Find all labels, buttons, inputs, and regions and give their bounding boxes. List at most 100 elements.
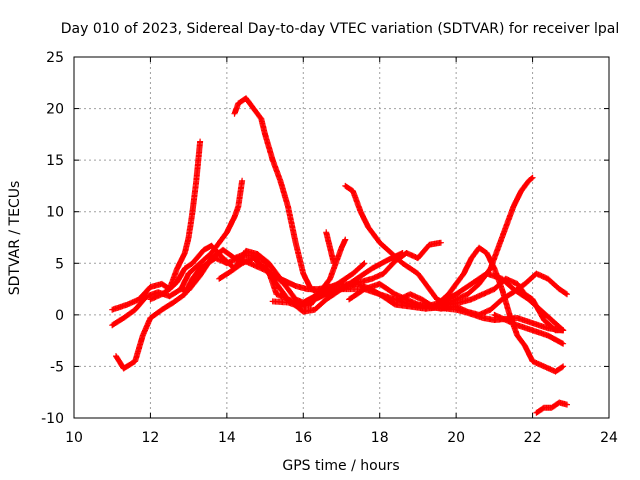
data-point (183, 267, 186, 270)
data-point (489, 308, 492, 311)
data-point (546, 277, 549, 280)
data-point (340, 288, 343, 291)
data-point (294, 241, 297, 244)
data-point (306, 288, 309, 291)
data-point (137, 298, 140, 301)
data-point (344, 277, 347, 280)
data-point (371, 277, 374, 280)
series-arc-14 (491, 311, 567, 347)
data-point (122, 367, 125, 370)
data-point (397, 298, 400, 301)
data-point (294, 284, 297, 287)
data-point (554, 370, 557, 373)
data-point (531, 360, 534, 363)
data-point (531, 176, 534, 179)
data-point (115, 355, 118, 358)
data-point (504, 226, 507, 229)
data-point (470, 257, 473, 260)
data-point (355, 277, 358, 280)
data-point (378, 293, 381, 296)
data-point (493, 267, 496, 270)
data-point (126, 303, 129, 306)
data-point (436, 298, 439, 301)
data-point (363, 262, 366, 265)
x-tick-label: 20 (447, 430, 465, 446)
data-point (565, 293, 568, 296)
data-point (493, 313, 496, 316)
data-point (199, 140, 202, 143)
data-point (325, 231, 328, 234)
y-tick-label: 0 (55, 308, 64, 324)
data-point (416, 272, 419, 275)
data-point (447, 293, 450, 296)
data-point (478, 282, 481, 285)
data-point (122, 316, 125, 319)
data-point (222, 248, 225, 251)
data-point (191, 210, 194, 213)
data-point (271, 159, 274, 162)
data-point (225, 231, 228, 234)
data-point (458, 301, 461, 304)
data-point (390, 251, 393, 254)
data-point (516, 316, 519, 319)
x-tick-label: 24 (600, 430, 618, 446)
data-point (371, 267, 374, 270)
data-point (180, 288, 182, 291)
data-point (160, 293, 163, 296)
data-point (439, 241, 442, 244)
data-point (543, 319, 546, 322)
data-point (183, 251, 186, 254)
x-tick-label: 16 (294, 430, 312, 446)
data-point (420, 298, 423, 301)
data-point (550, 319, 553, 322)
data-point (504, 277, 507, 280)
series-arc-10 (342, 182, 567, 334)
data-point (367, 226, 370, 229)
data-point (302, 310, 305, 313)
data-point (428, 243, 431, 246)
x-tick-label: 12 (142, 430, 160, 446)
series-arc-15 (533, 399, 570, 416)
data-point (382, 272, 385, 275)
data-point (210, 244, 213, 247)
data-point (351, 272, 354, 275)
data-point (340, 246, 343, 249)
data-point (531, 329, 534, 332)
data-point (134, 360, 137, 363)
data-point (275, 293, 278, 296)
data-point (313, 308, 316, 311)
data-point (501, 288, 503, 291)
y-tick-label: 25 (46, 50, 64, 66)
data-point (172, 301, 175, 304)
axis-ticks: 10 12 14 16 18 20 22 24 -10 -5 0 5 10 15 20 25 (41, 50, 618, 446)
data-point (386, 259, 389, 262)
data-point (416, 303, 419, 306)
data-point (206, 262, 209, 265)
data-point (546, 327, 549, 330)
data-point (378, 282, 381, 285)
x-tick-label: 10 (65, 430, 83, 446)
data-point (478, 246, 481, 249)
series-arc-3 (113, 255, 368, 372)
data-point (260, 117, 263, 120)
data-point (546, 334, 549, 337)
data-point (535, 411, 538, 414)
data-point (302, 272, 305, 275)
data-point (497, 246, 500, 249)
data-point (298, 305, 301, 308)
data-point (523, 293, 526, 296)
data-point (111, 324, 114, 327)
data-point (512, 291, 515, 294)
data-point (168, 288, 171, 291)
data-point (160, 282, 163, 285)
data-point (562, 342, 565, 345)
data-point (535, 272, 538, 275)
series-arc-4 (147, 138, 204, 303)
data-point (145, 295, 148, 298)
data-point (252, 257, 255, 260)
series-arc-5 (178, 177, 246, 293)
data-point (554, 329, 557, 332)
data-point (271, 272, 274, 275)
data-point (329, 277, 332, 280)
data-point (481, 293, 484, 296)
